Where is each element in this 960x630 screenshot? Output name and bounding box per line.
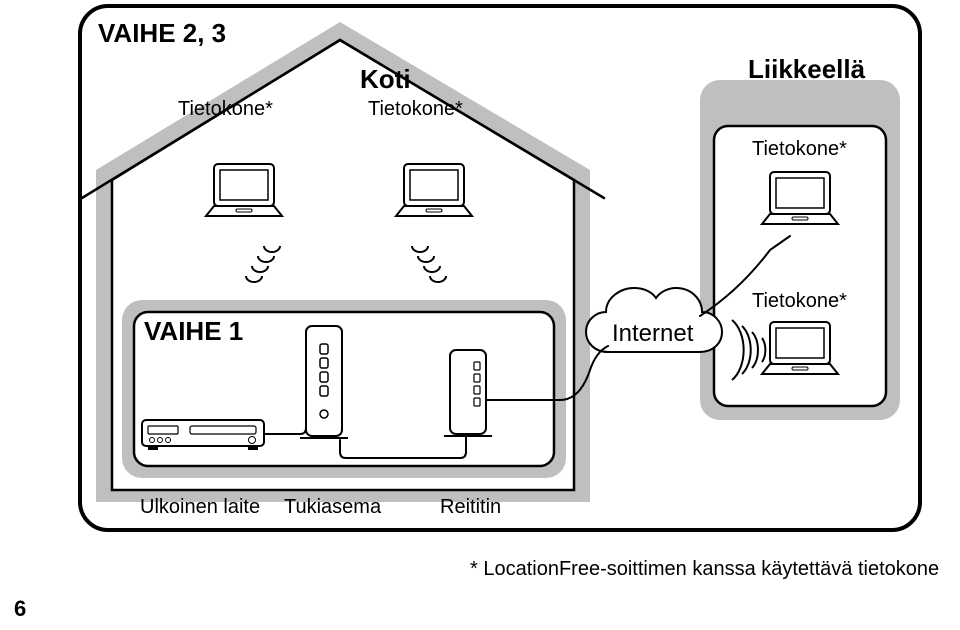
laptop-icon xyxy=(396,164,472,216)
label-computer-home-left: Tietokone* xyxy=(178,98,273,121)
label-router: Reititin xyxy=(440,496,501,519)
ext-device-icon xyxy=(142,420,264,450)
diagram-canvas: VAIHE 2, 3 Koti Tietokone* Tietokone* Li… xyxy=(0,0,960,630)
laptop-icon xyxy=(762,172,838,224)
laptop-icon xyxy=(762,322,838,374)
router-icon xyxy=(444,350,492,436)
label-computer-away-top: Tietokone* xyxy=(752,138,847,161)
title-step23: VAIHE 2, 3 xyxy=(98,18,226,49)
laptop-icon xyxy=(206,164,282,216)
label-internet: Internet xyxy=(612,320,693,348)
label-ext-device: Ulkoinen laite xyxy=(140,496,260,519)
title-home: Koti xyxy=(360,64,411,95)
page-number: 6 xyxy=(14,596,26,622)
base-station-icon xyxy=(300,326,348,438)
label-computer-home-right: Tietokone* xyxy=(368,98,463,121)
title-step1: VAIHE 1 xyxy=(144,316,243,347)
label-computer-away-bot: Tietokone* xyxy=(752,290,847,313)
title-away: Liikkeellä xyxy=(748,54,865,85)
diagram-svg xyxy=(0,0,960,630)
label-base-station: Tukiasema xyxy=(284,496,381,519)
footnote: * LocationFree-soittimen kanssa käytettä… xyxy=(470,558,939,581)
